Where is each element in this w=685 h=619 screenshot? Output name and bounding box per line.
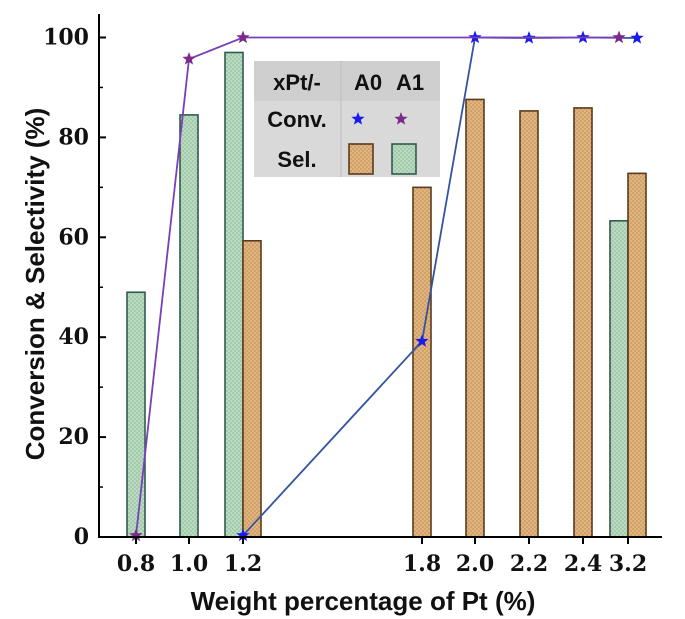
x-tick-label-2.2: 2.2: [510, 551, 548, 577]
y-ticks: 0 20 40 60 80 100: [43, 25, 106, 550]
axes: [98, 14, 662, 538]
x-axis-title: Weight percentage of Pt (%): [191, 586, 536, 616]
conversion-marker-a1-1.2: [236, 30, 250, 44]
conversion-marker-a0-3.2: [630, 31, 644, 44]
bar-a0-1.2: [242, 239, 262, 538]
y-axis-title: Conversion & Selectivity (%): [20, 108, 50, 461]
bar-a0-2.2: [519, 110, 539, 538]
x-tick-label-1.0: 1.0: [170, 551, 208, 577]
bar-a1-1.2: [224, 51, 244, 538]
lines-layer: [129, 30, 644, 542]
legend-sel-a1-swatch: [391, 143, 417, 175]
x-tick-label-3.2: 3.2: [609, 551, 647, 577]
bar-a1-3.2: [609, 220, 629, 538]
y-tick-label-60: 60: [58, 224, 89, 250]
x-tick-label-1.8: 1.8: [403, 551, 441, 577]
x-tick-label-2.0: 2.0: [456, 551, 494, 577]
conversion-marker-a0-1.2: [236, 528, 250, 542]
y-tick-label-40: 40: [58, 324, 89, 350]
legend-col-a0: A0: [354, 70, 382, 95]
bar-a0-2.4: [573, 107, 593, 538]
legend-conv-a1-star: [394, 112, 408, 125]
legend-conv-a0-star: [351, 112, 365, 125]
legend: xPt/- A0 A1 Conv. Sel.: [254, 61, 440, 177]
y-tick-label-0: 0: [74, 524, 89, 550]
bar-a1-1.0: [179, 114, 199, 538]
conversion-marker-a1-0.8: [129, 528, 143, 542]
conversion-marker-a1-1.0: [182, 51, 196, 65]
x-ticks: 0.8 1.0 1.2 1.8 2.0 2.2 2.4 3.2: [117, 537, 647, 577]
conversion-line-a1: [135, 36, 619, 536]
x-tick-label-2.4: 2.4: [564, 551, 602, 577]
bars-layer: [126, 51, 647, 538]
legend-sel-a0-swatch: [348, 143, 374, 175]
y-tick-label-100: 100: [43, 25, 89, 51]
x-tick-label-1.2: 1.2: [224, 551, 262, 577]
bar-a0-3.2: [627, 172, 647, 538]
y-tick-label-20: 20: [58, 424, 89, 450]
conversion-marker-a1-3.2: [612, 30, 626, 44]
legend-header: xPt/-: [273, 70, 321, 95]
legend-header-band: [254, 61, 440, 101]
legend-swatches: [348, 112, 417, 175]
x-tick-label-0.8: 0.8: [117, 551, 155, 577]
bar-a0-1.8: [412, 186, 432, 538]
legend-col-a1: A1: [396, 70, 424, 95]
bar-a1-0.8: [126, 291, 146, 538]
conversion-marker-a0-1.8: [415, 334, 429, 347]
bar-a0-2.0: [465, 98, 485, 538]
y-tick-label-80: 80: [58, 124, 89, 150]
legend-row-sel: Sel.: [277, 147, 316, 172]
legend-row-conv: Conv.: [267, 107, 326, 132]
